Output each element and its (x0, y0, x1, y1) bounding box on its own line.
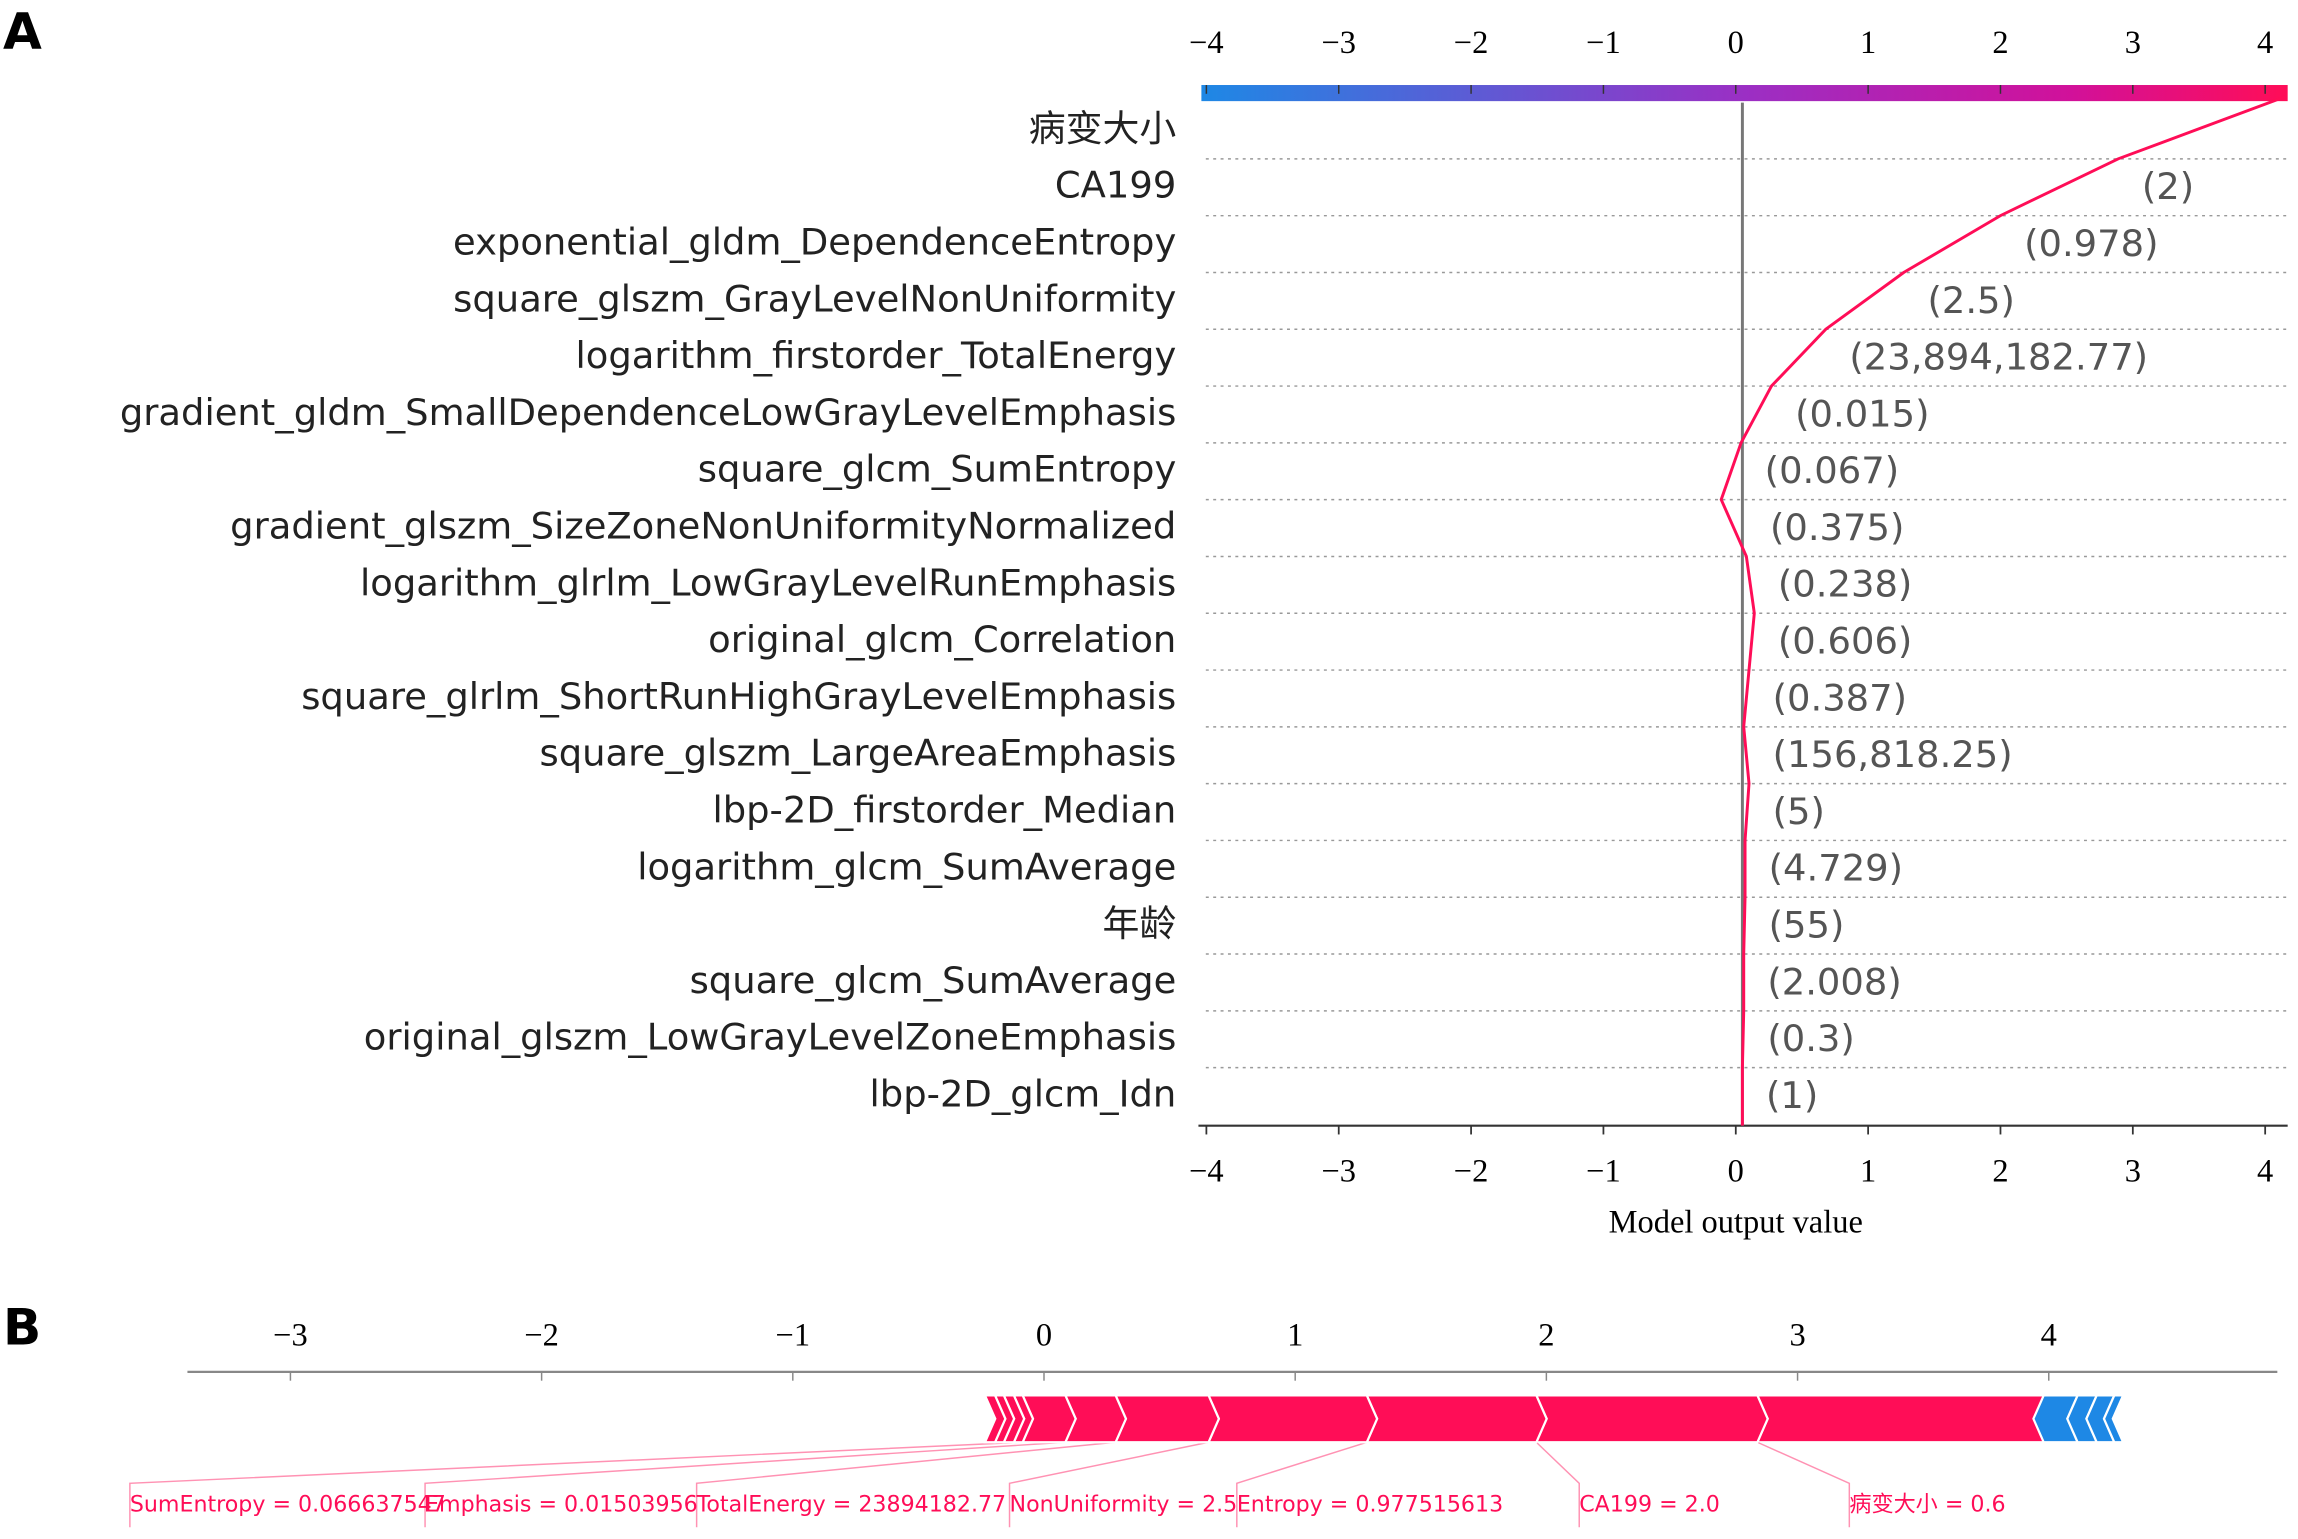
x-tick-label: −3 (273, 1317, 308, 1353)
x-tick-label: −1 (776, 1317, 811, 1353)
x-tick-label: 2 (1992, 1153, 2008, 1189)
x-tick-label: 1 (1287, 1317, 1303, 1353)
feature-label: 病变大小 = 0.6 (1849, 1492, 2005, 1517)
feature-value: (0.3) (1767, 1017, 1854, 1060)
x-tick-label: 0 (1728, 1153, 1744, 1189)
feature-name: lbp-2D_glcm_Idn (870, 1073, 1177, 1116)
feature-name: square_glcm_SumAverage (690, 959, 1177, 1002)
feature-value: (0.375) (1770, 506, 1904, 549)
panel-label: A (3, 3, 42, 61)
x-tick-label: 4 (2041, 1317, 2057, 1353)
feature-value: (23,894,182.77) (1849, 336, 2148, 379)
feature-label: TotalEnergy = 23894182.77 (696, 1492, 1007, 1517)
decision-line (1719, 95, 2286, 1126)
feature-name: logarithm_firstorder_TotalEnergy (576, 334, 1177, 377)
red-segment (1755, 1394, 2056, 1444)
red-segment (1365, 1394, 1548, 1444)
feature-value: (1) (1766, 1074, 1818, 1117)
feature-name: square_glcm_SumEntropy (698, 448, 1177, 491)
x-tick-label: 3 (1789, 1317, 1805, 1353)
feature-label: CA199 = 2.0 (1579, 1492, 1720, 1517)
label-connector (1236, 1441, 1367, 1528)
feature-name: exponential_gldm_DependenceEntropy (453, 221, 1176, 264)
colorbar-tick-label: −3 (1321, 24, 1356, 60)
label-connector (1757, 1441, 1851, 1528)
feature-value: (2.008) (1767, 960, 1901, 1003)
label-connector (129, 1441, 1023, 1528)
feature-value: (0.067) (1765, 449, 1899, 492)
x-tick-label: −2 (524, 1317, 559, 1353)
feature-name: CA199 (1055, 164, 1176, 207)
feature-label: Emphasis = 0.01503956 (425, 1492, 698, 1517)
red-segment (1206, 1394, 1379, 1444)
feature-label: SumEntropy = 0.066637547 (130, 1492, 446, 1517)
red-segment (1113, 1394, 1221, 1444)
feature-value: (156,818.25) (1773, 733, 2013, 776)
colorbar (1201, 85, 2288, 102)
x-axis-label: Model output value (1609, 1204, 1863, 1240)
red-segment (1534, 1394, 1769, 1444)
feature-value: (0.015) (1795, 392, 1929, 435)
x-tick-label: −2 (1454, 1153, 1489, 1189)
feature-value: (0.387) (1773, 676, 1907, 719)
feature-name: original_glszm_LowGrayLevelZoneEmphasis (364, 1016, 1176, 1059)
x-tick-label: 2 (1538, 1317, 1554, 1353)
feature-name: 年龄 (1103, 902, 1177, 945)
colorbar-tick-label: −1 (1586, 24, 1621, 60)
feature-name: logarithm_glrlm_LowGrayLevelRunEmphasis (360, 561, 1176, 604)
panel-label: B (3, 1298, 41, 1356)
feature-value: (0.978) (2024, 222, 2158, 265)
x-tick-label: −3 (1321, 1153, 1356, 1189)
feature-label: Entropy = 0.977515613 (1237, 1492, 1503, 1517)
feature-value: (0.606) (1778, 620, 1912, 663)
feature-name: square_glszm_GrayLevelNonUniformity (453, 277, 1176, 320)
x-tick-label: 4 (2257, 1153, 2273, 1189)
feature-name: gradient_gldm_SmallDependenceLowGrayLeve… (120, 391, 1176, 434)
feature-value: (2) (2142, 165, 2194, 208)
x-tick-label: 3 (2125, 1153, 2141, 1189)
feature-value: (0.238) (1778, 563, 1912, 606)
x-tick-label: −1 (1586, 1153, 1621, 1189)
x-tick-label: 0 (1036, 1317, 1052, 1353)
label-connector (1008, 1441, 1209, 1528)
colorbar-tick-label: −2 (1454, 24, 1489, 60)
blue-segment (2102, 1394, 2125, 1444)
feature-name: gradient_glszm_SizeZoneNonUniformityNorm… (230, 505, 1176, 548)
colorbar-tick-label: 4 (2257, 24, 2273, 60)
label-connector (695, 1441, 1116, 1528)
feature-name: original_glcm_Correlation (708, 618, 1176, 661)
feature-name: logarithm_glcm_SumAverage (637, 845, 1176, 888)
feature-label: NonUniformity = 2.5 (1010, 1492, 1238, 1517)
feature-name: lbp-2D_firstorder_Median (712, 789, 1176, 832)
feature-name: square_glrlm_ShortRunHighGrayLevelEmphas… (301, 675, 1176, 718)
colorbar-tick-label: 0 (1728, 24, 1744, 60)
colorbar-tick-label: −4 (1189, 24, 1224, 60)
label-connector (1535, 1441, 1580, 1528)
x-tick-label: −4 (1189, 1153, 1224, 1189)
feature-value: (55) (1769, 904, 1845, 947)
feature-name: 病变大小 (1029, 107, 1177, 150)
colorbar-tick-label: 2 (1992, 24, 2008, 60)
feature-value: (5) (1773, 790, 1825, 833)
red-segment (983, 1394, 1007, 1444)
x-tick-label: 1 (1860, 1153, 1876, 1189)
label-connector (424, 1441, 1066, 1528)
feature-value: (2.5) (1927, 279, 2014, 322)
colorbar-tick-label: 3 (2125, 24, 2141, 60)
feature-name: square_glszm_LargeAreaEmphasis (539, 732, 1176, 775)
colorbar-tick-label: 1 (1860, 24, 1876, 60)
feature-value: (4.729) (1769, 847, 1903, 890)
